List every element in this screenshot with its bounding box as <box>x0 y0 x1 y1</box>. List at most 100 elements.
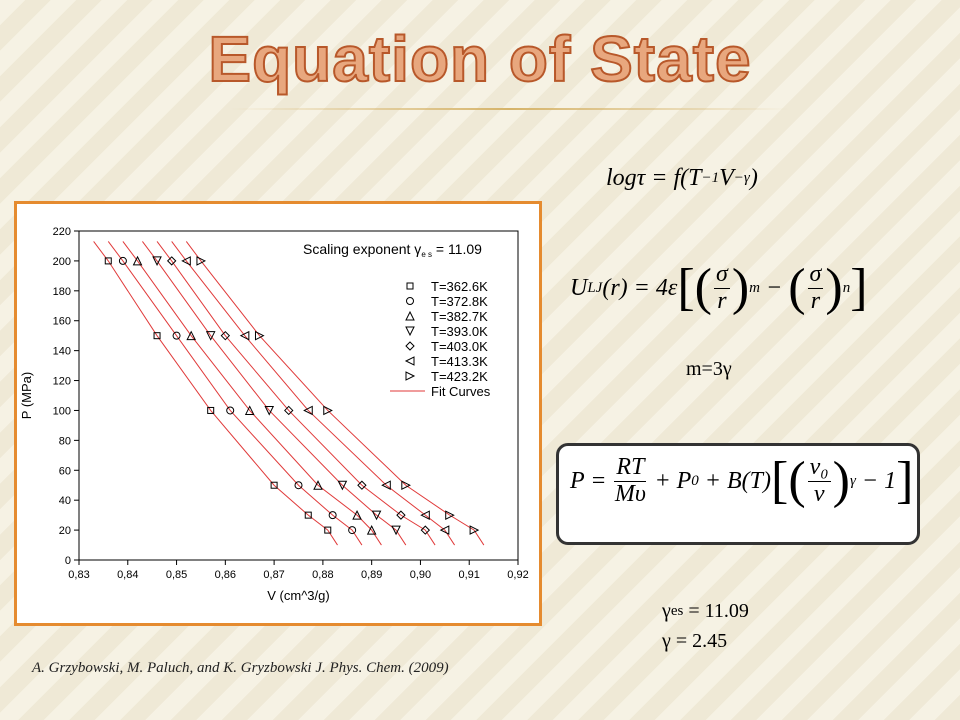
marker <box>445 510 455 520</box>
marker <box>313 480 323 490</box>
legend-label: T=362.6K <box>431 279 488 294</box>
x-tick-label: 0,84 <box>117 569 138 581</box>
eq-text: γ <box>662 600 671 622</box>
marker <box>104 257 112 265</box>
marker <box>404 356 415 366</box>
marker <box>323 405 333 416</box>
marker <box>304 511 312 519</box>
marker <box>381 480 391 491</box>
marker <box>303 405 313 416</box>
bracket: ) <box>731 259 750 316</box>
eq-text: γ = 2.45 <box>662 630 728 652</box>
superscript: m <box>749 279 760 296</box>
marker <box>132 255 143 266</box>
equation: m=3γ <box>686 358 732 381</box>
slide-title: Equation of State <box>207 22 752 96</box>
eq-text: + P <box>648 467 692 494</box>
fit-curve <box>171 241 456 546</box>
superscript: n <box>842 279 851 296</box>
marker <box>254 330 265 341</box>
x-axis-label: V (cm^3/g) <box>267 588 329 603</box>
legend-label: Fit Curves <box>431 384 491 399</box>
result: γ es = 11.09 <box>662 600 749 623</box>
x-tick-label: 0,89 <box>361 569 382 581</box>
marker <box>284 405 294 416</box>
denominator: v <box>813 480 825 507</box>
bracket: [ <box>677 259 695 316</box>
eq-text: U <box>570 274 588 301</box>
x-tick-label: 0,83 <box>68 569 89 581</box>
legend-label: T=393.0K <box>431 324 488 339</box>
marker <box>205 331 216 341</box>
y-axis-label: P (MPa) <box>19 372 34 419</box>
marker <box>172 331 181 340</box>
result: γ = 2.45 <box>662 630 727 653</box>
subscript: es <box>670 603 684 619</box>
y-tick-label: 0 <box>65 555 71 567</box>
x-tick-label: 0,90 <box>410 569 431 581</box>
eq-text: − <box>760 274 789 301</box>
marker <box>196 256 207 266</box>
marker <box>352 510 362 520</box>
eq-text: m=3γ <box>686 358 732 380</box>
legend-label: T=372.8K <box>431 294 488 309</box>
superscript: γ <box>849 472 856 489</box>
y-tick-label: 160 <box>53 316 71 328</box>
marker <box>371 510 382 521</box>
y-tick-label: 20 <box>59 525 71 537</box>
marker <box>401 480 411 491</box>
annotation: Scaling exponent γe s = 11.09 <box>303 241 482 259</box>
equation-box <box>556 443 920 545</box>
marker <box>357 480 367 490</box>
x-tick-label: 0,92 <box>507 569 528 581</box>
bracket: ) <box>832 452 850 509</box>
eq-text: (r) = 4ε <box>602 274 678 301</box>
eq-text: V <box>719 165 734 191</box>
x-tick-label: 0,91 <box>459 569 480 581</box>
legend-label: T=403.0K <box>431 339 488 354</box>
marker <box>420 525 431 535</box>
marker <box>405 326 415 337</box>
equation: U LJ (r) = 4ε[(σ r) m − (σ r) n] <box>570 262 868 314</box>
denominator: Mυ <box>614 480 646 507</box>
denominator: r <box>810 287 821 314</box>
annotation-sub: e s <box>421 250 432 259</box>
marker <box>270 481 278 489</box>
citation: A. Grzybowski, M. Paluch, and K. Gryzbow… <box>32 660 449 676</box>
marker <box>469 525 480 535</box>
marker <box>244 405 255 415</box>
marker <box>294 481 303 490</box>
marker <box>181 256 191 266</box>
legend-label: T=413.3K <box>431 354 488 369</box>
y-tick-label: 140 <box>53 346 71 358</box>
marker <box>239 330 250 341</box>
eq-text: − 1 <box>855 467 897 494</box>
eq-text: = 11.09 <box>683 600 749 622</box>
marker <box>405 371 416 381</box>
marker <box>439 525 450 535</box>
fit-curve <box>156 241 436 546</box>
numerator: σ <box>713 261 730 289</box>
x-tick-label: 0,86 <box>215 569 236 581</box>
fit-curve <box>122 241 382 546</box>
subscript: LJ <box>587 279 603 296</box>
superscript: −γ <box>733 170 750 186</box>
y-tick-label: 60 <box>59 465 71 477</box>
bracket: ( <box>788 452 806 509</box>
y-tick-label: 40 <box>59 495 71 507</box>
annotation-text: = 11.09 <box>432 241 482 257</box>
superscript: −1 <box>701 170 720 186</box>
marker <box>166 256 177 266</box>
annotation-text: Scaling exponent γ <box>303 241 421 257</box>
x-tick-label: 0,85 <box>166 569 187 581</box>
marker <box>405 341 415 351</box>
plot-area <box>78 230 519 561</box>
fraction: RT Mυ <box>614 455 647 507</box>
legend-label: T=382.7K <box>431 309 488 324</box>
eq-text: P = <box>570 467 613 494</box>
marker <box>324 526 332 534</box>
marker <box>405 310 415 321</box>
